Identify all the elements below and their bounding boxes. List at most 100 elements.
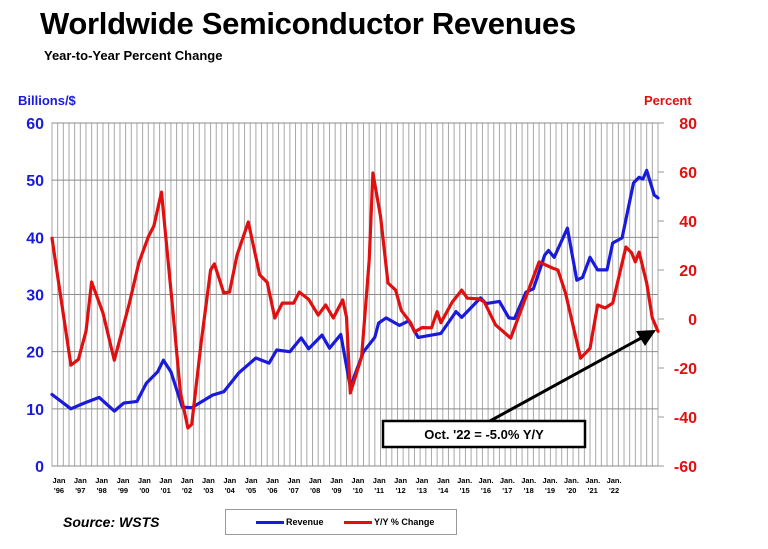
left-tick-label: 10 — [26, 402, 44, 419]
x-tick-label: Jan'07 — [287, 476, 300, 495]
x-tick-label: Jan'10 — [351, 476, 364, 495]
x-tick-year: '04 — [225, 486, 236, 495]
x-tick-label: Jan'09 — [330, 476, 343, 495]
x-tick-year: '21 — [588, 486, 598, 495]
annotation-box — [381, 419, 587, 449]
right-tick-label: 0 — [688, 312, 697, 329]
x-tick-year: '20 — [566, 486, 576, 495]
x-tick-label: Jan.'20 — [564, 476, 579, 495]
x-tick-month: Jan — [223, 476, 236, 485]
x-tick-year: '97 — [75, 486, 85, 495]
x-tick-month: Jan — [373, 476, 386, 485]
x-tick-label: Jan'00 — [138, 476, 151, 495]
x-tick-year: '19 — [545, 486, 555, 495]
legend-item-revenue: Revenue — [256, 517, 324, 527]
legend-swatch-revenue — [256, 520, 284, 524]
x-tick-label: Jan.'15 — [457, 476, 472, 495]
left-tick-label: 40 — [26, 230, 44, 247]
x-tick-label: Jan'12 — [394, 476, 407, 495]
x-tick-label: Jan'14 — [437, 476, 450, 495]
x-tick-label: Jan'05 — [245, 476, 258, 495]
x-tick-year: '15 — [460, 486, 470, 495]
legend-label: Revenue — [286, 517, 324, 527]
yy-change-line — [50, 171, 660, 430]
x-tick-month: Jan — [287, 476, 300, 485]
x-tick-year: '17 — [502, 486, 512, 495]
x-tick-year: '12 — [396, 486, 406, 495]
left-tick-label: 60 — [26, 116, 44, 133]
x-tick-year: '08 — [310, 486, 320, 495]
x-tick-year: '16 — [481, 486, 491, 495]
x-tick-month: Jan — [415, 476, 428, 485]
x-tick-month: Jan — [138, 476, 151, 485]
x-tick-month: Jan — [330, 476, 343, 485]
legend: Revenue Y/Y % Change — [225, 509, 457, 535]
x-tick-label: Jan'99 — [117, 476, 130, 495]
right-tick-label: 80 — [679, 116, 697, 133]
x-tick-year: '10 — [353, 486, 363, 495]
chart-title: Worldwide Semiconductor Revenues — [40, 6, 576, 41]
x-tick-month: Jan — [117, 476, 130, 485]
x-tick-year: '06 — [267, 486, 277, 495]
legend-swatch-yy-change — [344, 520, 372, 524]
x-tick-year: '96 — [54, 486, 64, 495]
x-tick-month: Jan — [266, 476, 279, 485]
x-tick-month: Jan — [74, 476, 87, 485]
x-tick-label: Jan.'21 — [585, 476, 600, 495]
x-tick-year: '00 — [139, 486, 149, 495]
left-axis-label: Billions/$ — [18, 93, 76, 108]
right-tick-label: 20 — [679, 263, 697, 280]
revenue-line — [50, 168, 660, 413]
right-tick-label: -60 — [674, 459, 697, 476]
x-tick-month: Jan. — [564, 476, 579, 485]
legend-item-yy-change: Y/Y % Change — [344, 517, 434, 527]
x-tick-month: Jan. — [457, 476, 472, 485]
chart-subtitle: Year-to-Year Percent Change — [44, 48, 223, 63]
x-tick-label: Jan.'16 — [478, 476, 493, 495]
x-tick-year: '05 — [246, 486, 256, 495]
x-tick-month: Jan. — [543, 476, 558, 485]
x-tick-year: '22 — [609, 486, 619, 495]
x-tick-year: '03 — [203, 486, 213, 495]
x-tick-year: '98 — [97, 486, 107, 495]
x-tick-year: '02 — [182, 486, 192, 495]
x-tick-year: '07 — [289, 486, 299, 495]
source-note: Source: WSTS — [63, 514, 160, 530]
left-tick-label: 0 — [35, 459, 44, 476]
left-tick-label: 30 — [26, 288, 44, 305]
x-tick-year: '13 — [417, 486, 427, 495]
x-tick-label: Jan'04 — [223, 476, 236, 495]
annotation-text: Oct. '22 = -5.0% Y/Y — [424, 427, 544, 442]
x-tick-month: Jan. — [500, 476, 515, 485]
x-tick-label: Jan'13 — [415, 476, 428, 495]
x-tick-month: Jan — [181, 476, 194, 485]
x-tick-label: Jan'06 — [266, 476, 279, 495]
right-tick-label: -20 — [674, 361, 697, 378]
x-tick-month: Jan — [351, 476, 364, 485]
left-tick-label: 50 — [26, 173, 44, 190]
x-tick-label: Jan'08 — [309, 476, 322, 495]
x-tick-label: Jan'02 — [181, 476, 194, 495]
x-tick-month: Jan — [309, 476, 322, 485]
x-tick-month: Jan — [437, 476, 450, 485]
x-tick-label: Jan'11 — [373, 476, 386, 495]
right-tick-label: 40 — [679, 214, 697, 231]
x-tick-label: Jan.'19 — [543, 476, 558, 495]
x-tick-month: Jan. — [607, 476, 622, 485]
x-tick-year: '18 — [524, 486, 534, 495]
x-tick-label: Jan'01 — [159, 476, 172, 495]
x-tick-label: Jan'98 — [95, 476, 108, 495]
right-tick-label: 60 — [679, 165, 697, 182]
annotation-arrowhead — [636, 330, 656, 346]
x-tick-label: Jan.'17 — [500, 476, 515, 495]
x-tick-label: Jan.'22 — [607, 476, 622, 495]
x-tick-label: Jan'96 — [53, 476, 66, 495]
x-tick-month: Jan — [159, 476, 172, 485]
annotation-arrow — [489, 335, 644, 423]
x-tick-year: '99 — [118, 486, 128, 495]
x-tick-label: Jan'03 — [202, 476, 215, 495]
x-tick-month: Jan — [245, 476, 258, 485]
right-axis-label: Percent — [644, 93, 692, 108]
x-tick-month: Jan. — [478, 476, 493, 485]
x-tick-year: '01 — [161, 486, 171, 495]
